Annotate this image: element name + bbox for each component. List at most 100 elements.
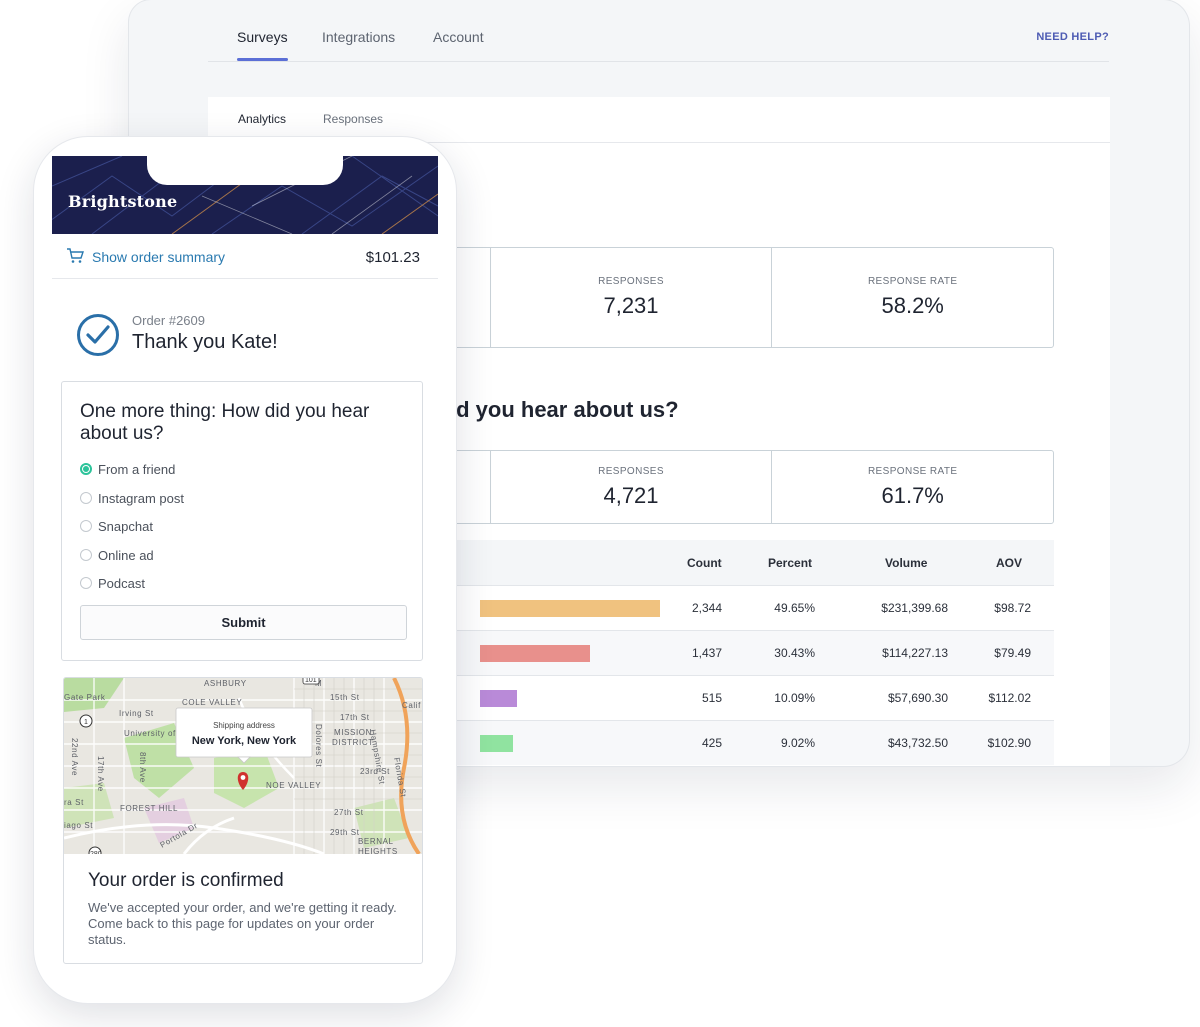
map-label: Dolores St [314,724,323,768]
tab-account[interactable]: Account [433,29,484,45]
post-purchase-survey: One more thing: How did you hear about u… [61,381,423,661]
survey-option-label: Podcast [98,575,145,591]
map-label: ra St [64,798,84,807]
map-label: DISTRICT [332,738,374,747]
order-total: $101.23 [365,249,420,266]
col-percent: Percent [768,556,813,570]
map-label: ASHBURY [204,679,247,688]
checkmark-circle-icon [77,314,119,356]
subtabs: Analytics Responses [208,97,1110,143]
survey-option[interactable]: Online ad [80,546,154,564]
cell-count: 2,344 [691,601,722,615]
confirmation-body: We've accepted your order, and we're get… [88,900,397,947]
stat-label: RESPONSES [598,465,664,477]
table-row: 515 10.09% $57,690.30 $112.02 [208,675,1054,720]
shipping-address-tooltip: Shipping address New York, New York [175,707,313,764]
radio-button[interactable] [80,492,92,504]
cell-percent: 9.02% [780,736,815,750]
shipping-map[interactable]: ASHBURY COLE VALLEY Irving St University of… [64,678,423,854]
route-1-badge: 1 [84,719,88,726]
radio-button[interactable] [80,577,92,589]
map-label: 17th Ave [96,756,105,792]
stat-value: 7,231 [603,293,659,318]
survey-option[interactable]: From a friend [80,460,175,478]
need-help-link[interactable]: NEED HELP? [1036,31,1109,43]
brand-logo: Brightstone [68,192,178,211]
subtab-responses[interactable]: Responses [323,112,384,126]
route-101-badge: 101 [305,678,317,684]
stat-label: RESPONSE RATE [867,465,958,477]
cell-aov: $98.72 [994,601,1031,615]
map-label: 27th St [334,808,364,817]
subtab-analytics[interactable]: Analytics [238,112,287,126]
stat-value: 58.2% [881,293,944,318]
survey-option[interactable]: Instagram post [80,489,184,507]
share-bar [480,600,660,617]
route-280-badge: 280 [90,851,102,854]
map-label: HEIGHTS [358,847,398,854]
question-stats: RESPONSES 4,721 RESPONSE RATE 61.7% [208,450,1054,524]
survey-option-label: From a friend [98,461,176,477]
map-label: iago St [64,821,93,830]
brand-header: Brightstone [52,156,438,234]
map-label: NOE VALLEY [266,781,321,790]
col-aov: AOV [996,556,1023,570]
radio-button[interactable] [80,520,92,532]
cell-volume: $57,690.30 [887,691,948,705]
radio-button[interactable] [80,549,92,561]
cart-icon [67,248,84,263]
phone-frame: Brightstone Show order summary $101.23 O… [34,137,456,1003]
show-order-summary-link[interactable]: Show order summary [92,249,226,265]
map-label: University of [124,729,176,738]
share-bar [480,735,513,752]
col-volume: Volume [885,556,928,570]
map-label: Calif [402,701,421,710]
map-label: Gate Park [64,693,106,702]
cell-percent: 49.65% [774,601,815,615]
map-label: COLE VALLEY [182,698,242,707]
cell-percent: 10.09% [774,691,815,705]
cell-aov: $112.02 [988,691,1032,705]
map-label: Irving St [119,709,154,718]
top-nav: Surveys Integrations Account NEED HELP? [208,0,1109,62]
order-confirmation-card: ASHBURY COLE VALLEY Irving St University of… [63,677,423,964]
map-label: MISSION [334,728,372,737]
map-label: 23rd St [360,767,390,776]
share-bar [480,645,590,662]
stat-cell-responses: RESPONSES 7,231 [489,248,772,347]
stat-value: 61.7% [881,482,944,508]
tooltip-address: New York, New York [192,735,297,747]
order-summary-bar[interactable]: Show order summary $101.23 [52,234,438,279]
stat-value: 4,721 [603,482,659,508]
col-count: Count [687,556,722,570]
survey-option[interactable]: Snapchat [80,517,153,535]
radio-button[interactable] [80,463,92,475]
cell-count: 1,437 [691,646,722,660]
map-label: 17th St [340,713,370,722]
order-number: Order #2609 [132,313,205,328]
header-pattern [52,156,438,234]
stat-cell-responses: RESPONSES 4,721 [489,451,772,523]
share-bar [480,690,517,707]
tab-integrations[interactable]: Integrations [322,29,396,45]
tab-surveys[interactable]: Surveys [237,29,288,61]
cell-volume: $231,399.68 [881,601,948,615]
cell-volume: $43,732.50 [887,736,948,750]
map-label: 15th St [330,693,360,702]
cell-percent: 30.43% [774,646,815,660]
map-label: FOREST HILL [120,804,178,813]
cell-volume: $114,227.13 [882,646,948,660]
overall-stats: RESPONSES 7,231 RESPONSE RATE 58.2% [208,247,1054,348]
cell-count: 515 [701,691,722,705]
stat-cell-response-rate: RESPONSE RATE 61.7% [771,451,1053,523]
survey-question: One more thing: How did you hear about u… [80,401,370,444]
map-label: 8th Ave [138,752,147,783]
map-label: 22nd Ave [70,738,79,776]
cell-aov: $79.49 [994,646,1031,660]
survey-option-label: Instagram post [98,490,184,506]
survey-option-label: Snapchat [98,518,153,534]
survey-option[interactable]: Podcast [80,574,145,592]
map-label: 29th St [330,828,360,837]
submit-button[interactable]: Submit [80,605,407,640]
confirmation-title: Your order is confirmed [88,870,284,891]
